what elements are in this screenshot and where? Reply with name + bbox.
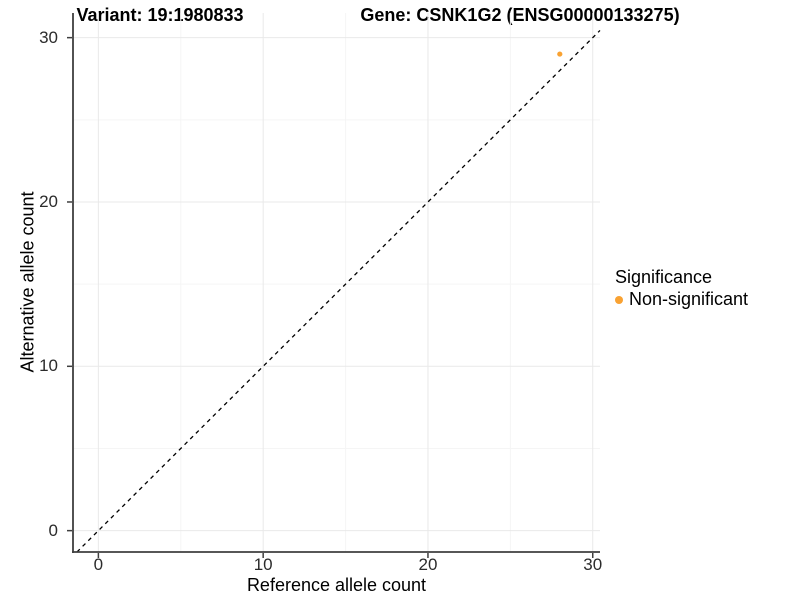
y-tick-label: 30	[39, 27, 58, 47]
plot-title-variant: Variant: 19:1980833	[76, 5, 244, 25]
x-tick-label: 0	[93, 555, 104, 574]
y-tick-label: 0	[48, 520, 58, 540]
y-axis-label: Alternative allele count	[17, 191, 38, 373]
legend-point-icon	[615, 295, 623, 304]
x-tick-label: 10	[253, 555, 273, 574]
x-tick-label: 20	[418, 555, 438, 574]
y-tick-label: 20	[39, 191, 58, 211]
legend-item-non-significant: Non-significant	[615, 289, 748, 310]
x-tick-label: 30	[583, 555, 603, 574]
x-axis-label: Reference allele count	[246, 575, 427, 595]
plot-svg	[67, 13, 601, 558]
data-point	[557, 51, 563, 57]
legend-title: Significance	[615, 267, 713, 287]
plot-title-gene: Gene: CSNK1G2 (ENSG00000133275)	[360, 5, 680, 25]
legend-item-label: Non-significant	[629, 289, 749, 309]
legend: Significance Non-significant	[615, 267, 748, 310]
y-tick-label: 10	[39, 356, 58, 376]
